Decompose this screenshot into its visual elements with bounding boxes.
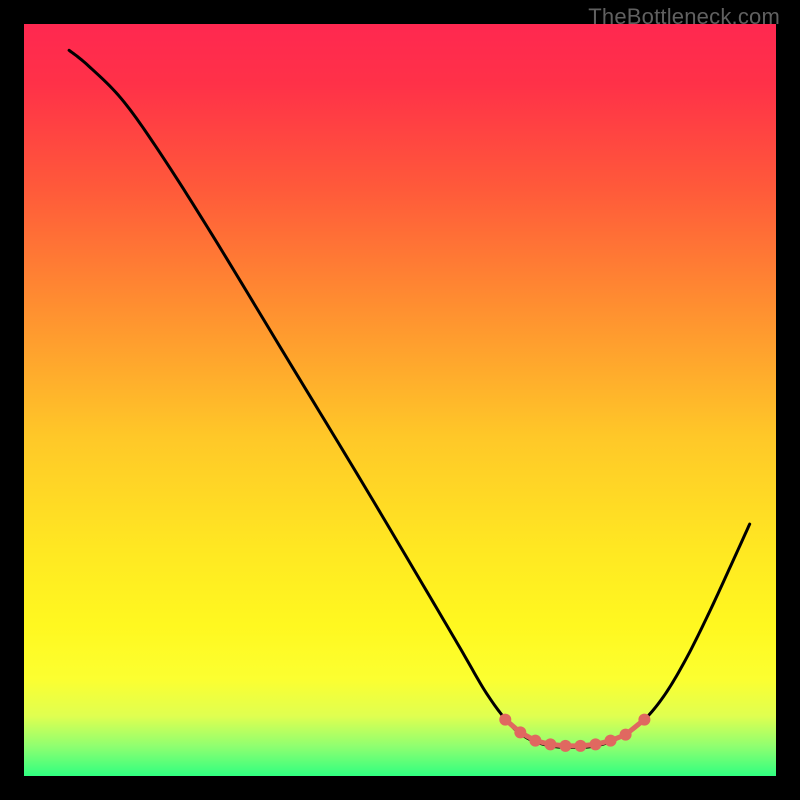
chart-frame: TheBottleneck.com [0,0,800,800]
bottleneck-chart [0,0,800,800]
valley-marker-dot [638,714,650,726]
valley-marker-dot [605,735,617,747]
valley-marker-dot [499,714,511,726]
valley-marker-dot [544,738,556,750]
valley-marker-dot [574,740,586,752]
valley-marker-dot [514,726,526,738]
valley-marker-dot [590,738,602,750]
plot-background [24,24,776,776]
valley-marker-dot [529,735,541,747]
valley-marker-dot [559,740,571,752]
valley-marker-dot [620,729,632,741]
watermark-text: TheBottleneck.com [588,4,780,30]
